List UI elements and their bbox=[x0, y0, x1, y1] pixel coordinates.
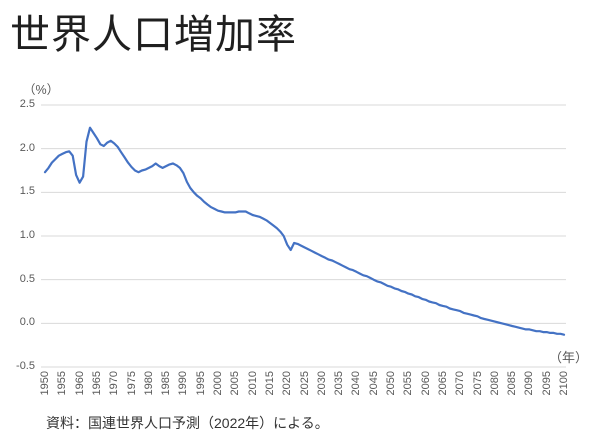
y-tick-label: -0.5 bbox=[16, 360, 35, 372]
growth-rate-series-line bbox=[43, 126, 566, 336]
x-tick-label: 2030 bbox=[315, 371, 328, 396]
x-tick-label: 1960 bbox=[73, 371, 86, 396]
y-tick-label: 1.5 bbox=[19, 185, 35, 198]
x-tick-label: 1965 bbox=[90, 371, 103, 396]
x-tick-label: 2090 bbox=[523, 371, 536, 396]
x-tick-label: 2015 bbox=[263, 371, 276, 396]
x-tick-label: 2025 bbox=[298, 371, 311, 396]
x-tick-label: 1980 bbox=[142, 371, 155, 396]
x-tick-label: 2010 bbox=[246, 371, 259, 396]
source-note: 資料：国連世界人口予測（2022年）による。 bbox=[46, 415, 329, 431]
y-tick-label: 1.0 bbox=[19, 229, 35, 241]
x-tick-label: 2070 bbox=[454, 371, 467, 396]
x-tick-label: 2085 bbox=[506, 371, 519, 396]
x-tick-label: 2065 bbox=[436, 371, 449, 396]
x-tick-label: 2020 bbox=[281, 371, 294, 396]
y-tick-label: 0.5 bbox=[19, 272, 35, 285]
x-tick-label: 2045 bbox=[367, 371, 380, 396]
x-tick-label: 2055 bbox=[402, 371, 415, 396]
x-tick-label: 2050 bbox=[385, 371, 397, 396]
x-tick-label: 2040 bbox=[350, 371, 363, 396]
x-tick-label: 2005 bbox=[229, 371, 242, 396]
x-tick-label: 1985 bbox=[160, 371, 173, 396]
x-tick-label: 2000 bbox=[212, 371, 224, 396]
x-tick-label: 1990 bbox=[177, 371, 190, 396]
x-tick-label: 1970 bbox=[108, 371, 121, 396]
x-tick-label: 2035 bbox=[333, 371, 346, 396]
y-tick-label: 2.5 bbox=[19, 98, 35, 110]
chart-title: 世界人口増加率 bbox=[10, 13, 297, 57]
x-tick-label: 2100 bbox=[558, 371, 570, 396]
x-tick-label: 2060 bbox=[419, 371, 432, 396]
x-tick-label: 1955 bbox=[56, 371, 69, 396]
x-tick-label: 2080 bbox=[488, 371, 501, 396]
x-tick-label: 2075 bbox=[471, 371, 484, 396]
x-tick-label: 1995 bbox=[194, 371, 207, 396]
x-tick-label: 1975 bbox=[125, 371, 138, 396]
y-tick-label: 2.0 bbox=[19, 141, 35, 154]
x-axis-unit-label: （年） bbox=[549, 350, 589, 365]
x-tick-label: 1950 bbox=[39, 371, 51, 396]
y-axis-unit-label: （%） bbox=[23, 83, 60, 97]
x-tick-label: 2095 bbox=[540, 371, 553, 396]
y-tick-label: 0.0 bbox=[19, 316, 35, 329]
